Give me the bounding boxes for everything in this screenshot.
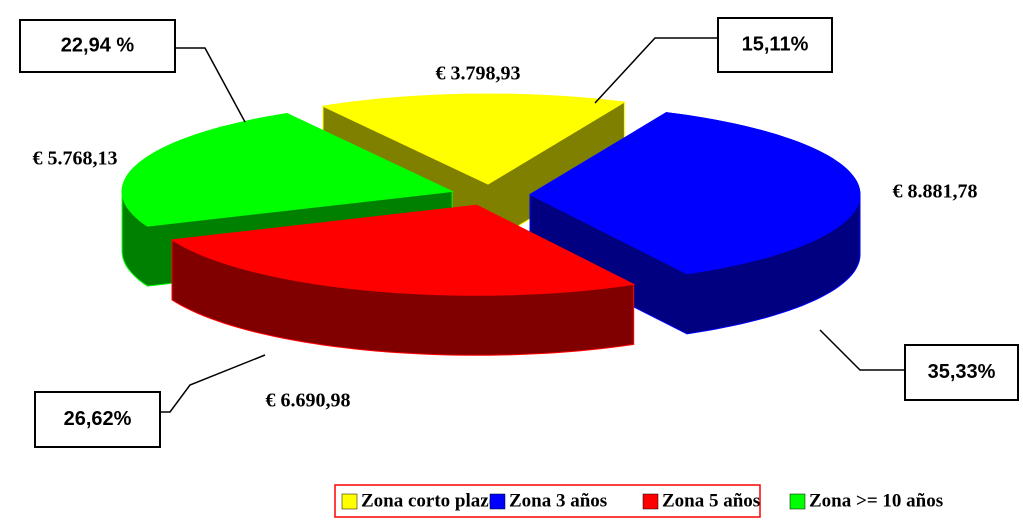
slice [321, 93, 626, 185]
value-label: € 8.881,78 [893, 181, 978, 203]
leader-line [175, 47, 246, 123]
value-label: € 6.690,98 [266, 390, 351, 412]
legend-label: Zona 3 años [509, 490, 607, 511]
leader-line [160, 354, 266, 413]
percentage-box [34, 391, 161, 448]
legend-swatch [642, 493, 659, 510]
percentage-label: 22,94 % [61, 34, 135, 56]
percentage-label: 35,33% [928, 361, 996, 383]
percentage-label: 26,62% [64, 408, 132, 430]
legend-swatch [489, 493, 506, 510]
legend-swatch [341, 493, 358, 510]
legend-label: Zona >= 10 años [809, 490, 943, 511]
leader-line [819, 329, 905, 371]
legend-label: Zona 5 años [662, 490, 760, 511]
percentage-box [717, 17, 833, 73]
legend-box [334, 484, 761, 518]
slice [528, 112, 861, 275]
percentage-label: 15,11% [742, 33, 809, 55]
percentage-box [19, 19, 176, 73]
value-label: € 5.768,13 [33, 148, 118, 170]
legend-label: Zona corto plazo [361, 490, 498, 511]
legend-swatch [789, 493, 806, 510]
value-label: € 3.798,93 [436, 63, 521, 85]
percentage-box [904, 344, 1019, 401]
slice [121, 113, 454, 227]
slice [170, 204, 636, 296]
leader-line [594, 37, 718, 104]
